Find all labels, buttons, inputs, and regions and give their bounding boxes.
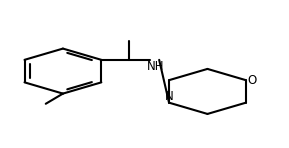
Text: NH: NH [147,60,164,73]
Text: N: N [165,90,173,103]
Text: O: O [248,74,257,87]
